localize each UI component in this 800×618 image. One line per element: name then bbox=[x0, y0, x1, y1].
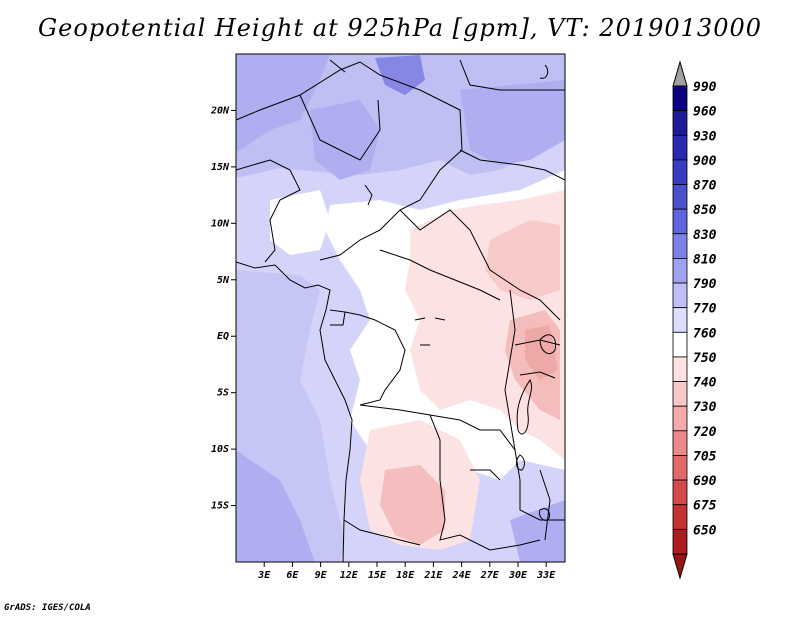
colorbar-label: 790 bbox=[693, 277, 717, 292]
colorbar-label: 760 bbox=[693, 326, 717, 341]
colorbar-swatch bbox=[672, 504, 688, 530]
x-tick-label: 12E bbox=[340, 570, 359, 581]
colorbar-swatch bbox=[672, 381, 688, 407]
field-band-830-north bbox=[375, 55, 425, 95]
colorbar-swatch bbox=[672, 233, 688, 259]
colorbar-top-arrow bbox=[672, 60, 688, 87]
colorbar-label: 830 bbox=[693, 228, 717, 243]
field-band-810-central bbox=[310, 100, 380, 180]
field-band-760-west bbox=[270, 190, 330, 255]
colorbar-label: 750 bbox=[693, 351, 717, 366]
x-tick-label: 30E bbox=[508, 570, 528, 581]
colorbar-swatch bbox=[672, 479, 688, 506]
colorbar-label: 740 bbox=[693, 376, 717, 391]
x-tick-label: 15E bbox=[368, 570, 387, 581]
colorbar-swatch bbox=[672, 208, 688, 235]
y-axis: 20N 15N 10N 5N EQ 5S 10S 15S bbox=[210, 105, 236, 512]
field-band-740-south bbox=[380, 465, 445, 545]
field-band-730-east bbox=[525, 325, 558, 380]
x-tick-label: 6E bbox=[286, 570, 299, 581]
colorbar-label: 810 bbox=[693, 252, 717, 267]
colorbar-swatch bbox=[672, 85, 688, 112]
map-frame bbox=[235, 53, 566, 563]
colorbar-swatch bbox=[672, 430, 688, 456]
y-tick-label: 10N bbox=[211, 218, 230, 229]
x-tick-label: 33E bbox=[536, 570, 556, 581]
colorbar-label: 690 bbox=[693, 474, 717, 489]
colorbar-label: 960 bbox=[693, 105, 717, 120]
y-tick-label: 20N bbox=[210, 105, 230, 116]
colorbar-label: 705 bbox=[693, 449, 717, 464]
field-band-810-se bbox=[510, 500, 565, 562]
grads-credit: GrADS: IGES/COLA bbox=[4, 603, 91, 613]
x-axis: 3E 6E 9E 12E 15E 18E 21E 24E 27E 30E 33E bbox=[257, 562, 556, 581]
colorbar-bottom-arrow bbox=[672, 553, 688, 580]
colorbar-swatch bbox=[672, 282, 688, 309]
x-tick-label: 21E bbox=[423, 570, 443, 581]
colorbar-swatch bbox=[672, 307, 688, 333]
field-band-740-ne bbox=[485, 220, 560, 300]
y-tick-label: EQ bbox=[217, 331, 229, 342]
colorbar-swatch bbox=[672, 159, 688, 185]
colorbar: 990 960 930 900 870 850 830 810 790 770 760 750 740 7… bbox=[672, 60, 717, 580]
colorbar-swatch bbox=[672, 405, 688, 432]
colorbar-swatch bbox=[672, 356, 688, 382]
colorbar-label: 770 bbox=[693, 302, 717, 317]
colorbar-label: 730 bbox=[693, 400, 717, 415]
colorbar-label: 720 bbox=[693, 425, 717, 440]
colorbar-swatch bbox=[672, 455, 688, 481]
colorbar-swatch bbox=[672, 134, 688, 161]
y-tick-label: 15N bbox=[211, 162, 230, 173]
x-tick-label: 24E bbox=[452, 570, 472, 581]
x-tick-label: 3E bbox=[257, 570, 271, 581]
colorbar-label: 990 bbox=[693, 80, 717, 95]
colorbar-swatch bbox=[672, 331, 688, 358]
colorbar-label: 650 bbox=[693, 523, 717, 538]
colorbar-swatch bbox=[672, 184, 688, 210]
colorbar-label: 900 bbox=[693, 154, 717, 169]
colorbar-swatch bbox=[672, 528, 688, 555]
country-borders bbox=[236, 59, 565, 562]
colorbar-swatch bbox=[672, 258, 688, 284]
colorbar-label: 675 bbox=[693, 499, 717, 514]
map-title: Geopotential Height at 925hPa [gpm], VT:… bbox=[38, 14, 762, 42]
colorbar-swatch bbox=[672, 110, 688, 136]
y-tick-label: 5N bbox=[217, 275, 230, 286]
y-tick-label: 5S bbox=[217, 388, 229, 399]
field-band-810-sw bbox=[236, 450, 315, 562]
field-band-810-ne bbox=[460, 80, 565, 165]
colorbar-label: 870 bbox=[693, 179, 717, 194]
y-tick-label: 10S bbox=[211, 444, 229, 455]
x-tick-label: 27E bbox=[480, 570, 500, 581]
colorbar-label: 930 bbox=[693, 129, 717, 144]
height-field bbox=[236, 54, 565, 562]
y-tick-label: 15S bbox=[211, 501, 229, 512]
x-tick-label: 18E bbox=[396, 570, 415, 581]
x-tick-label: 9E bbox=[315, 570, 328, 581]
colorbar-label: 850 bbox=[693, 203, 717, 218]
field-band-810-nw bbox=[236, 54, 330, 150]
